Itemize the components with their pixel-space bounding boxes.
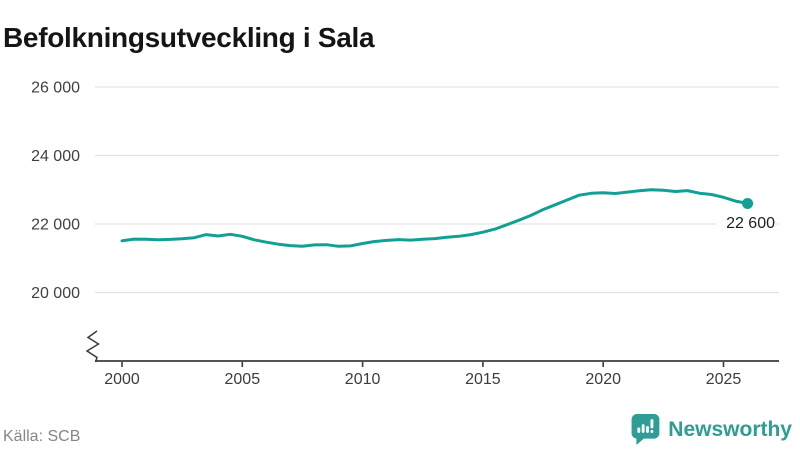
latest-value-label: 22 600: [726, 215, 775, 232]
x-tick-label: 2015: [465, 371, 501, 388]
x-tick-label: 2020: [585, 371, 621, 388]
population-line: [120, 188, 750, 248]
page-title: Befolkningsutveckling i Sala: [3, 21, 375, 53]
axis-break-zigzag: [85, 330, 100, 363]
source-note: Källa: SCB: [3, 428, 81, 445]
newsworthy-logo: Newsworthy: [631, 414, 792, 445]
x-tick-label: 2010: [345, 371, 381, 388]
y-tick-label: 24 000: [31, 148, 80, 165]
latest-point-marker: [742, 197, 754, 209]
brand-name: Newsworthy: [668, 417, 792, 441]
x-tick-label: 2025: [706, 371, 742, 388]
y-tick-label: 22 000: [31, 217, 80, 234]
y-tick-label: 26 000: [31, 80, 80, 97]
x-tick-label: 2000: [104, 371, 140, 388]
latest-value-label-bg: [716, 211, 776, 232]
bar-chart-speech-bubble-icon: [631, 414, 660, 445]
y-tick-label: 20 000: [31, 285, 80, 302]
x-tick-label: 2005: [225, 371, 261, 388]
